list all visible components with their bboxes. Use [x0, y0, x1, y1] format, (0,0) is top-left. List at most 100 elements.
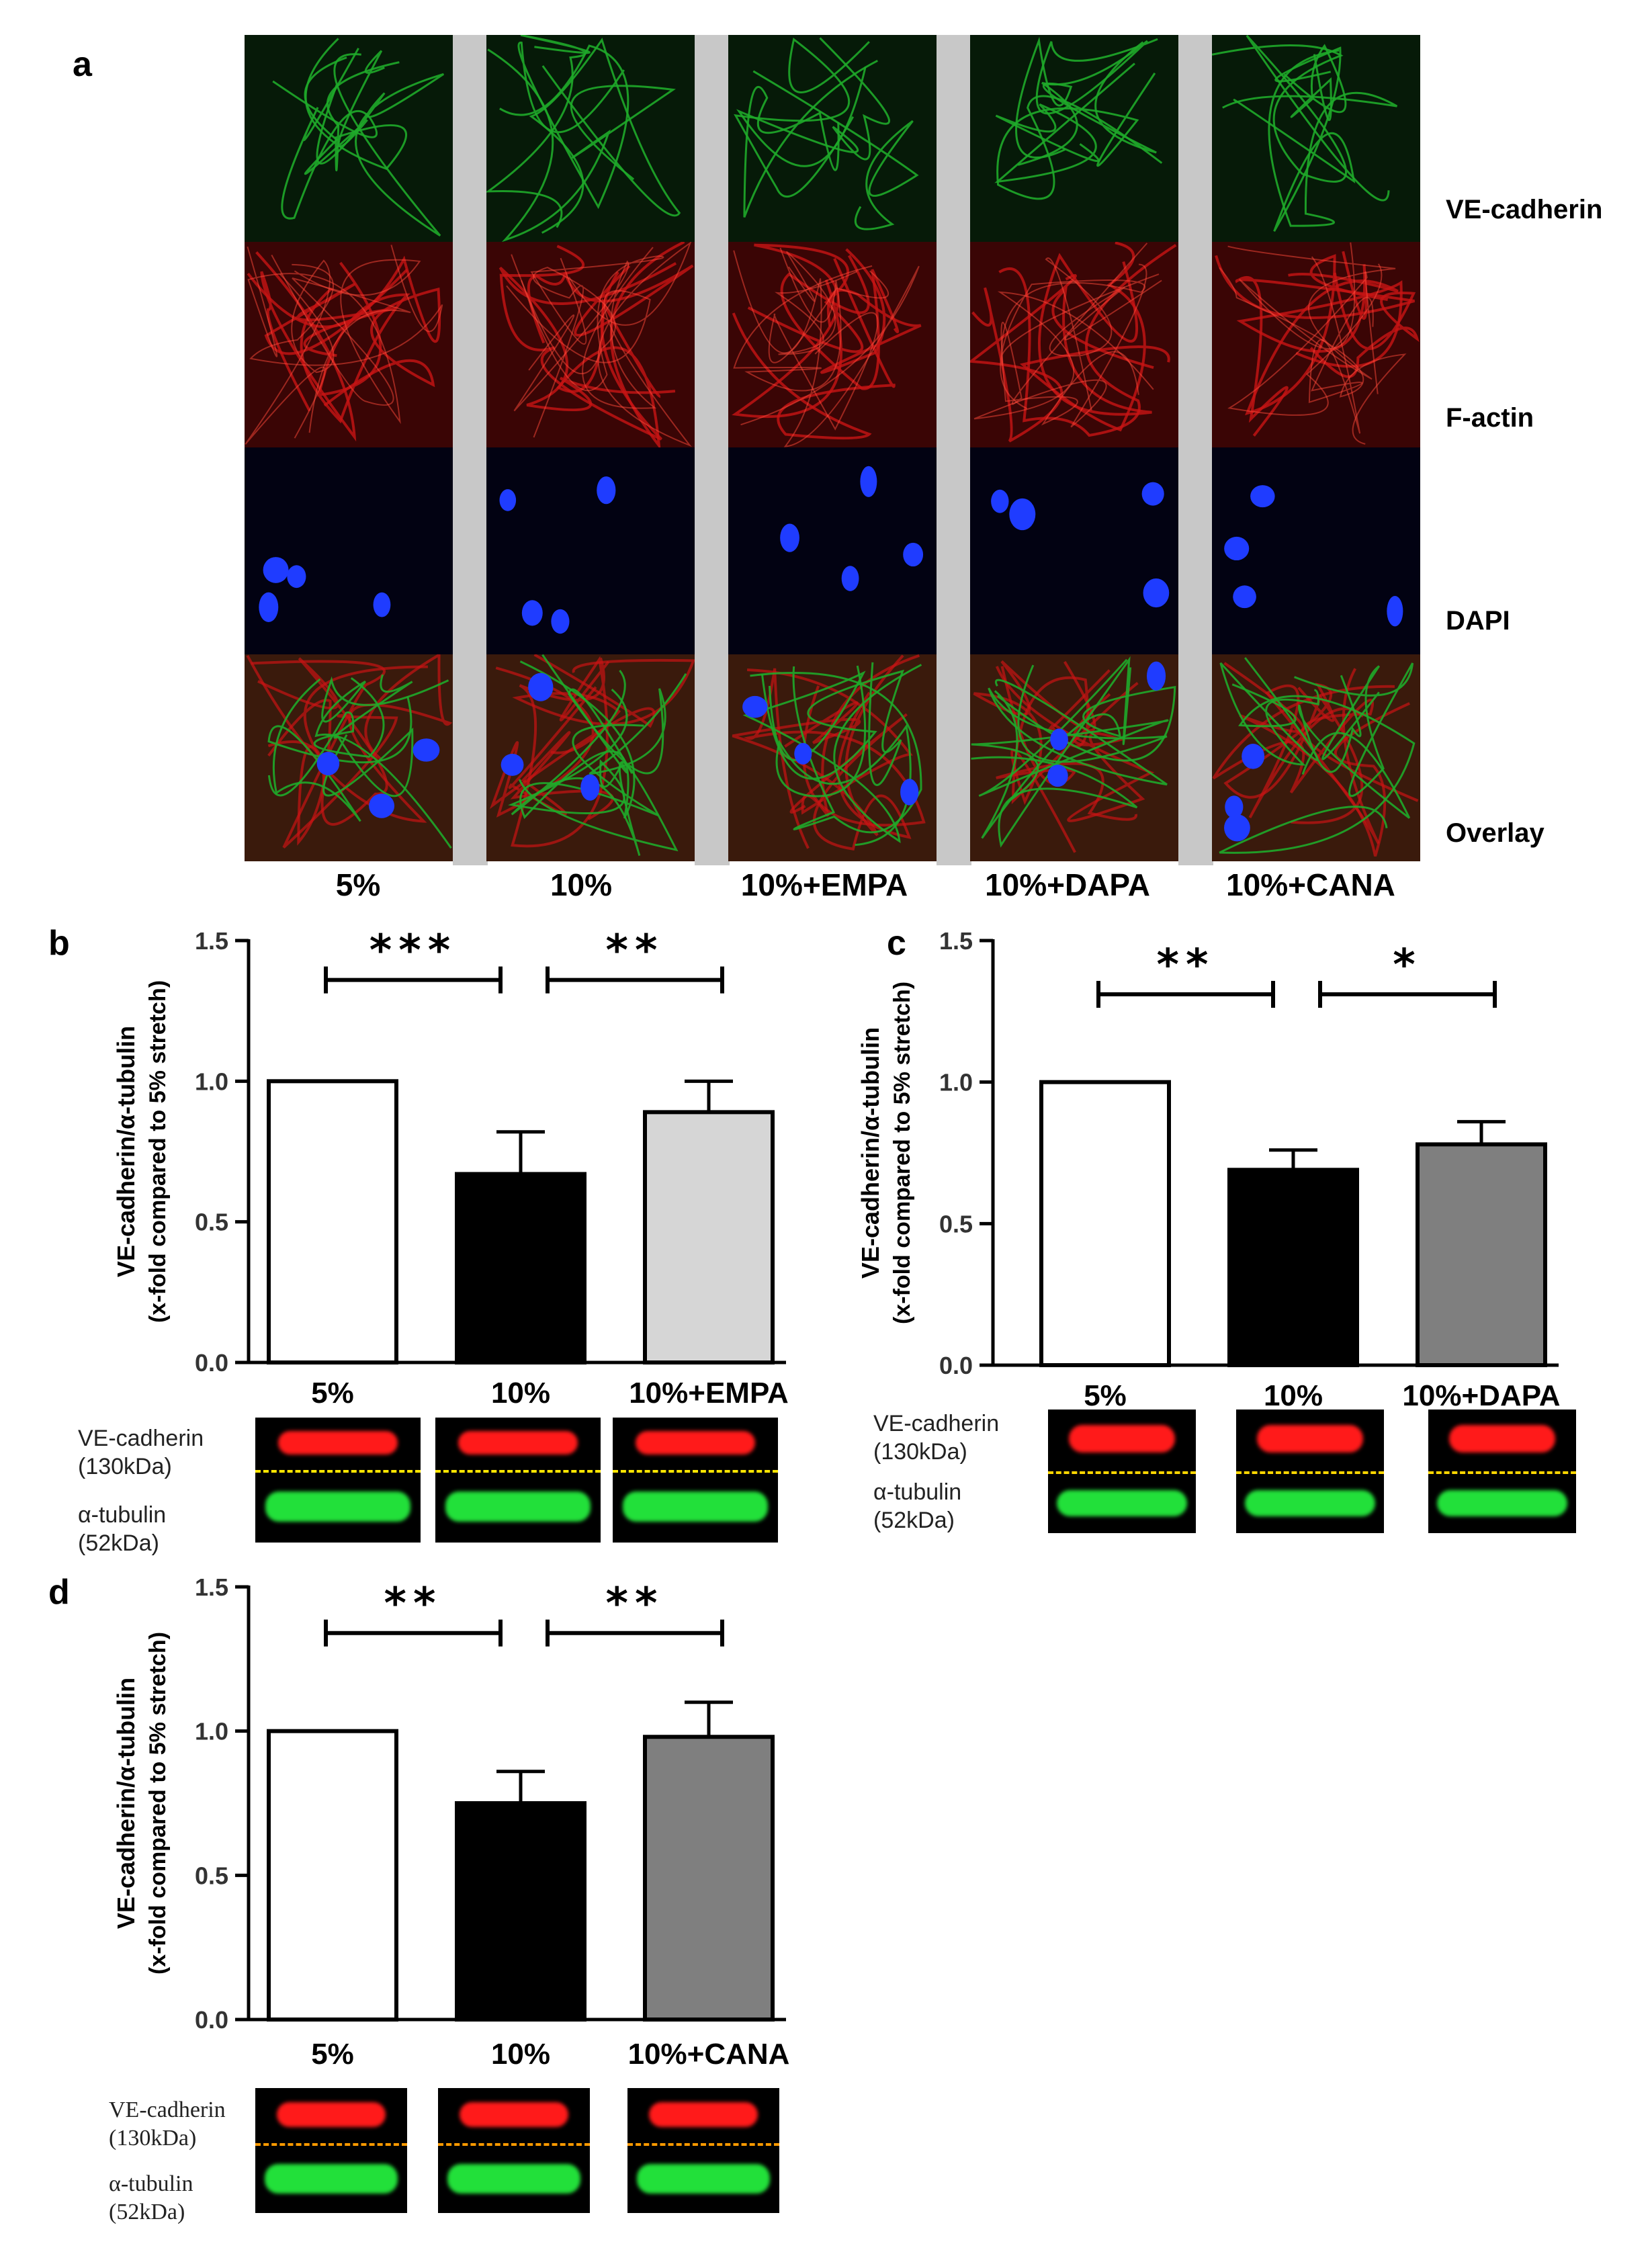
- column-separator: [937, 35, 971, 865]
- significance-label: **: [1157, 941, 1215, 990]
- significance-label: **: [606, 1579, 664, 1629]
- column-separator: [453, 35, 488, 865]
- row-label-f-actin: F-actin: [1446, 403, 1534, 433]
- significance-label: **: [606, 927, 664, 976]
- significance-label: *: [1393, 941, 1422, 990]
- bar-2: [643, 1735, 775, 2022]
- bar-2: [1416, 1142, 1547, 1367]
- column-label-dapa: 10%+DAPA: [985, 867, 1150, 902]
- y-axis-sublabel: (x-fold compared to 5% stretch): [889, 982, 915, 1324]
- blot-c-bottom-label: α-tubulin (52kDa): [873, 1479, 962, 1533]
- column-label-5pct: 5%: [335, 867, 381, 902]
- row-label-overlay: Overlay: [1446, 818, 1545, 848]
- chart-d: 0.0 0.5 1.0 1.5 VE-cadherin/α-tubulin (x-fold…: [27, 1573, 846, 2071]
- chart-b: 0.0 0.5 1.0 1.5 VE-cadherin/α-tubulin (x-fold…: [27, 927, 846, 1411]
- y-axis-label: VE-cadherin/α-tubulin: [112, 1678, 140, 1929]
- micrograph-ve-cadherin-5pct: [245, 35, 453, 242]
- chart-c-svg: 0.0 0.5 1.0 1.5 VE-cadherin/α-tubulin (x-fold…: [857, 927, 1561, 1411]
- micrograph-f-actin-5pct: [245, 242, 453, 449]
- blot-d-top-label: VE-cadherin (130kDa): [109, 2097, 226, 2151]
- panel-b-letter: b: [48, 924, 70, 963]
- y-tick-label: 0.5: [939, 1210, 973, 1238]
- bar-0: [1039, 1080, 1171, 1368]
- y-tick-label: 1.5: [195, 927, 228, 955]
- blot-d-bottom-label: α-tubulin (52kDa): [109, 2171, 193, 2224]
- bar-1: [455, 1801, 586, 2022]
- micrograph-overlay-dapa: [970, 654, 1178, 861]
- micrograph-overlay-5pct: [245, 654, 453, 861]
- y-tick-label: 1.5: [939, 927, 973, 955]
- chart-b-svg: 0.0 0.5 1.0 1.5 VE-cadherin/α-tubulin (x-fold…: [112, 927, 789, 1410]
- micrograph-f-actin-empa: [728, 242, 937, 449]
- y-tick-label: 1.0: [939, 1069, 973, 1096]
- micrograph-dapi-empa: [728, 447, 937, 654]
- row-label-ve-cadherin: VE-cadherin: [1446, 195, 1603, 224]
- micrograph-dapi-dapa: [970, 447, 1178, 654]
- micrograph-ve-cadherin-empa: [728, 35, 937, 242]
- y-tick-label: 0.0: [939, 1352, 973, 1379]
- significance-label: ***: [369, 927, 457, 976]
- category-label-1: 10%: [1264, 1379, 1323, 1411]
- micrograph-overlay-cana: [1212, 654, 1420, 861]
- micrograph-dapi-cana: [1212, 447, 1420, 654]
- column-label-empa: 10%+EMPA: [740, 867, 908, 902]
- significance-label: **: [384, 1579, 443, 1629]
- micrograph-ve-cadherin-10pct: [486, 35, 695, 242]
- y-axis-sublabel: (x-fold compared to 5% stretch): [145, 1632, 171, 1975]
- category-label-2: 10%+DAPA: [1402, 1379, 1560, 1411]
- column-separator: [1178, 35, 1213, 865]
- bar-0: [267, 1079, 398, 1364]
- western-blot-d-lane-0: [255, 2088, 407, 2213]
- micrograph-overlay-10pct: [486, 654, 695, 861]
- column-label-cana: 10%+CANA: [1226, 867, 1395, 902]
- y-tick-label: 0.0: [195, 1349, 228, 1377]
- y-tick-label: 0.5: [195, 1862, 228, 1889]
- bar-0: [267, 1729, 398, 2022]
- western-blot-b-lane-1: [435, 1418, 601, 1543]
- micrograph-dapi-5pct: [245, 447, 453, 654]
- micrograph-overlay-empa: [728, 654, 937, 861]
- bar-1: [1227, 1168, 1359, 1367]
- micrograph-ve-cadherin-cana: [1212, 35, 1420, 242]
- category-label-2: 10%+EMPA: [629, 1377, 789, 1410]
- y-tick-label: 0.0: [195, 2006, 228, 2034]
- y-axis-sublabel: (x-fold compared to 5% stretch): [145, 980, 171, 1323]
- micrograph-f-actin-dapa: [970, 242, 1178, 449]
- chart-d-svg: 0.0 0.5 1.0 1.5 VE-cadherin/α-tubulin (x-fold…: [112, 1573, 790, 2071]
- panel-d-letter: d: [48, 1573, 70, 1612]
- y-tick-label: 1.0: [195, 1068, 228, 1095]
- blot-c-top-label: VE-cadherin (130kDa): [873, 1411, 1000, 1465]
- micrograph-ve-cadherin-dapa: [970, 35, 1178, 242]
- micrograph-dapi-10pct: [486, 447, 695, 654]
- y-axis-label: VE-cadherin/α-tubulin: [112, 1026, 140, 1277]
- row-label-dapi: DAPI: [1446, 606, 1510, 636]
- y-tick-label: 0.5: [195, 1209, 228, 1236]
- western-blot-b-lane-0: [255, 1418, 421, 1543]
- blot-b-bottom-label: α-tubulin (52kDa): [78, 1502, 167, 1556]
- column-label-10pct: 10%: [550, 867, 613, 902]
- western-blot-b-lane-2: [613, 1418, 778, 1543]
- western-blot-d-lane-2: [627, 2088, 779, 2213]
- y-tick-label: 1.0: [195, 1718, 228, 1745]
- category-label-1: 10%: [491, 2038, 550, 2071]
- y-tick-label: 1.5: [195, 1573, 228, 1601]
- micrograph-f-actin-cana: [1212, 242, 1420, 449]
- panel-a-letter: a: [73, 45, 92, 84]
- category-label-1: 10%: [491, 1377, 550, 1410]
- microscopy-grid: [245, 35, 1434, 865]
- panel-c-letter: c: [887, 924, 906, 963]
- bar-1: [455, 1172, 586, 1364]
- western-blot-d-lane-1: [438, 2088, 590, 2213]
- category-label-0: 5%: [1084, 1379, 1127, 1411]
- micrograph-f-actin-10pct: [486, 242, 695, 449]
- bar-2: [643, 1110, 775, 1364]
- western-blot-c-lane-2: [1428, 1410, 1576, 1533]
- category-label-0: 5%: [311, 2038, 354, 2071]
- western-blot-c-lane-0: [1048, 1410, 1196, 1533]
- y-axis-label: VE-cadherin/α-tubulin: [857, 1027, 884, 1278]
- western-blot-c-lane-1: [1236, 1410, 1384, 1533]
- blot-b-top-label: VE-cadherin (130kDa): [78, 1426, 204, 1479]
- column-separator: [695, 35, 730, 865]
- chart-c: 0.0 0.5 1.0 1.5 VE-cadherin/α-tubulin (x-fold…: [826, 927, 1619, 1411]
- category-label-2: 10%+CANA: [628, 2038, 790, 2071]
